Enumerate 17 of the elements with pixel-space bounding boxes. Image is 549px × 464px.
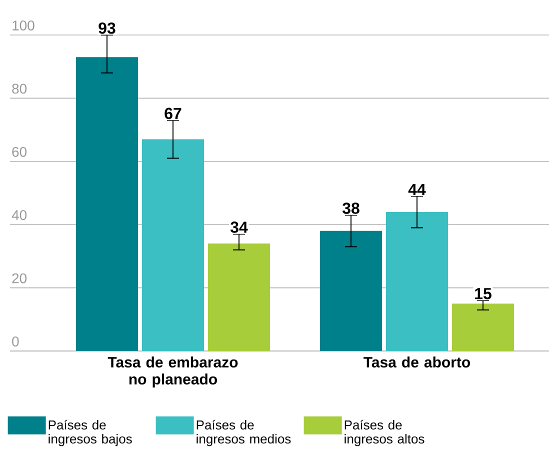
data-label: 15 [475,288,492,300]
y-tick-label: 60 [12,146,27,157]
data-label: 93 [98,22,116,34]
legend-label: Países de ingresos bajos [48,420,132,446]
y-tick-label: 80 [12,84,27,94]
x-tick-label: Tasa de aborto [364,356,470,368]
data-label: 38 [342,202,360,214]
x-tick-label: Tasa de embarazo no planeado [108,356,238,388]
data-label: 67 [164,108,182,120]
y-tick-label: 0 [12,336,19,346]
y-tick-label: 40 [12,210,27,220]
legend-label: Países de ingresos medios [196,420,291,446]
y-tick-label: 20 [12,273,27,284]
data-label: 44 [408,184,426,195]
legend-label: Países de ingresos altos [344,420,424,446]
y-tick-label: 100 [12,20,34,30]
data-label: 34 [230,222,248,233]
